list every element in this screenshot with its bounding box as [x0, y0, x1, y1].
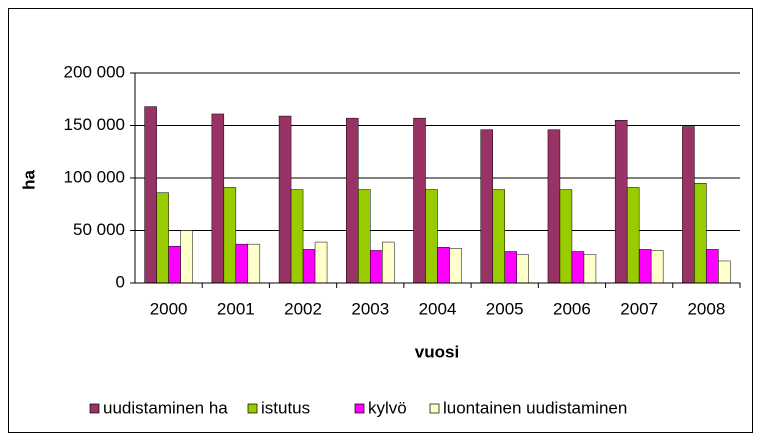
bar	[358, 189, 371, 284]
bar	[583, 254, 597, 284]
bar	[235, 243, 249, 284]
bar	[626, 187, 640, 284]
legend-swatch	[429, 403, 440, 414]
x-tick-label: 2000	[150, 299, 188, 318]
bar	[480, 129, 493, 284]
x-axis-title: vuosi	[415, 342, 459, 361]
bar	[413, 117, 426, 284]
x-tick-label: 2006	[553, 299, 591, 318]
bar	[437, 247, 450, 284]
x-tick-label: 2008	[687, 299, 725, 318]
bar	[247, 243, 261, 284]
bar	[223, 187, 237, 284]
x-tick-label: 2005	[486, 299, 524, 318]
bar	[290, 189, 304, 284]
legend-swatch	[247, 403, 258, 414]
legend-swatch	[89, 403, 100, 414]
bar	[718, 260, 731, 284]
bar	[180, 230, 193, 284]
x-tick-label: 2003	[351, 299, 389, 318]
bar	[547, 129, 561, 284]
bar	[638, 249, 652, 284]
bar	[694, 183, 707, 284]
x-tick-label: 2001	[217, 299, 255, 318]
x-tick-label: 2007	[620, 299, 658, 318]
bar	[449, 248, 462, 284]
bar	[682, 126, 695, 284]
legend-swatch	[354, 403, 365, 414]
bar	[492, 189, 505, 284]
bar	[650, 250, 664, 284]
bar	[370, 250, 383, 284]
bar	[302, 249, 316, 284]
bar	[346, 117, 359, 284]
x-tick-label: 2004	[419, 299, 457, 318]
y-tick-label: 50 000	[73, 220, 125, 239]
y-tick-label: 0	[116, 272, 125, 291]
bar	[559, 189, 573, 284]
y-axis-title: ha	[19, 170, 38, 190]
legend-label: kylvö	[368, 398, 407, 417]
bar	[504, 251, 517, 284]
bar	[278, 115, 292, 284]
legend-label: istutus	[261, 398, 310, 417]
bar	[144, 106, 157, 284]
legend-label: uudistaminen ha	[103, 398, 228, 417]
bar	[314, 241, 328, 284]
bar	[382, 241, 395, 284]
bar	[425, 189, 438, 284]
y-tick-label: 200 000	[64, 62, 125, 81]
bar	[706, 249, 719, 284]
bar	[614, 120, 628, 284]
y-tick-label: 100 000	[64, 167, 125, 186]
bar	[516, 254, 529, 284]
bar	[211, 113, 225, 284]
legend-label: luontainen uudistaminen	[443, 398, 627, 417]
bar	[168, 246, 181, 284]
y-tick-label: 150 000	[64, 115, 125, 134]
bar	[571, 251, 585, 284]
bar	[156, 192, 169, 284]
x-tick-label: 2002	[284, 299, 322, 318]
